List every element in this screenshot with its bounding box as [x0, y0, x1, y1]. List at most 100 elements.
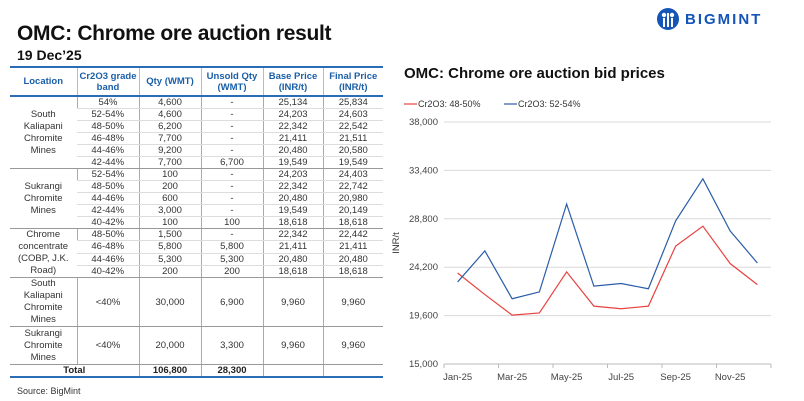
- table-cell: 22,342: [262, 180, 323, 193]
- table-cell: 21,411: [262, 132, 323, 145]
- table-cell: 54%: [76, 96, 139, 109]
- table-cell: -: [200, 192, 263, 205]
- table-row: 42-44% 7,700 6,700 19,549 19,549: [10, 156, 383, 169]
- table-cell: 200: [138, 265, 201, 279]
- table-cell: 20,149: [322, 204, 383, 217]
- total-qty: 106,800: [138, 364, 201, 378]
- table-cell: 24,603: [322, 108, 383, 121]
- location-cell: South Kaliapani Chromite Mines: [10, 277, 77, 327]
- table-cell: 46-48%: [77, 240, 139, 254]
- table-row: 48-50% 6,200-22,342 22,542: [10, 120, 383, 133]
- legend-label: Cr2O3: 48-50%: [418, 99, 481, 109]
- table-cell: -: [200, 96, 263, 109]
- table-row: 46-48% 5,800 5,800 21,411 21,411: [10, 240, 383, 254]
- table-header: Location Cr2O3 grade band Qty (WMT) Unso…: [10, 66, 383, 97]
- table-cell: -: [200, 144, 263, 157]
- table-cell: 44-46%: [77, 253, 139, 266]
- x-tick-label: Sep-25: [660, 372, 691, 383]
- table-cell: 52-54%: [77, 108, 139, 121]
- chart-title: OMC: Chrome ore auction bid prices: [404, 65, 665, 82]
- table-cell: 1,500: [138, 228, 201, 242]
- table-cell: 48-50%: [77, 180, 139, 193]
- col-grade: Cr2O3 grade band: [76, 66, 139, 97]
- table-cell: 18,618: [262, 216, 323, 229]
- table-row: 48-50% 200-22,342 22,742: [10, 180, 383, 193]
- table-cell: 44-46%: [77, 144, 139, 157]
- y-axis-label: INR/t: [391, 232, 402, 254]
- location-cell: Sukrangi Chromite Mines: [10, 168, 77, 229]
- location-cell: South Kaliapani Chromite Mines: [10, 96, 77, 169]
- total-label: Total: [10, 364, 139, 378]
- table-cell: <40%: [76, 326, 139, 365]
- table-cell: 24,203: [262, 108, 323, 121]
- table-cell: 20,000: [138, 326, 201, 365]
- table-row: 44-46% 600-20,480 20,980: [10, 192, 383, 205]
- table-row: 44-46% 9,200-20,480 20,580: [10, 144, 383, 157]
- table-cell: 100: [138, 168, 201, 181]
- table-row: South Kaliapani Chromite Mines 54% 4,600-2…: [10, 96, 383, 169]
- y-tick-label: 19,600: [409, 311, 438, 322]
- empty: [322, 364, 383, 378]
- col-unsold: Unsold Qty (WMT): [200, 66, 263, 97]
- x-tick-label: Jul-25: [608, 372, 634, 383]
- table-cell: 21,411: [322, 240, 383, 254]
- table-cell: 5,800: [138, 240, 201, 254]
- bigmint-logo: BIGMINT: [656, 7, 762, 31]
- col-base-price: Base Price (INR/t): [262, 66, 323, 97]
- table-cell: 24,403: [322, 168, 383, 181]
- table-cell: 44-46%: [77, 192, 139, 205]
- table-cell: 200: [138, 180, 201, 193]
- location-cell: Chrome concentrate (COBP, J.K. Road): [10, 228, 77, 278]
- table-row: 42-44% 3,000-19,549 20,149: [10, 204, 383, 217]
- table-cell: 42-44%: [77, 204, 139, 217]
- table-cell: 7,700: [138, 132, 201, 145]
- y-tick-label: 24,200: [409, 262, 438, 273]
- table-cell: 9,960: [262, 326, 323, 365]
- table-cell: 22,542: [322, 120, 383, 133]
- table-cell: -: [200, 132, 263, 145]
- table-cell: 19,549: [262, 204, 323, 217]
- total-unsold: 28,300: [200, 364, 263, 378]
- table-cell: 22,342: [262, 120, 323, 133]
- col-location: Location: [10, 66, 77, 97]
- table-cell: -: [200, 204, 263, 217]
- bigmint-logo-icon: [657, 8, 679, 30]
- y-tick-label: 15,000: [409, 359, 438, 370]
- table-cell: 3,000: [138, 204, 201, 217]
- table-cell: 600: [138, 192, 201, 205]
- series-line-48-50: [457, 225, 758, 316]
- table-row: 52-54% 4,600-24,203 24,603: [10, 108, 383, 121]
- table-cell: 30,000: [138, 277, 201, 327]
- table-cell: 22,742: [322, 180, 383, 193]
- table-row: 40-42% 100 100 18,618 18,618: [10, 216, 383, 229]
- y-tick-label: 33,400: [409, 165, 438, 176]
- table-cell: 5,800: [200, 240, 263, 254]
- table-cell: 9,960: [262, 277, 323, 327]
- table-cell: 5,300: [200, 253, 263, 266]
- x-tick-label: Nov-25: [715, 372, 746, 383]
- table-cell: 6,200: [138, 120, 201, 133]
- table-cell: 48-50%: [76, 228, 139, 242]
- table-cell: 25,134: [262, 96, 323, 109]
- table-cell: -: [200, 228, 263, 242]
- table-cell: 21,411: [262, 240, 323, 254]
- table-cell: 20,480: [262, 144, 323, 157]
- table-cell: -: [200, 108, 263, 121]
- table-cell: -: [200, 120, 263, 133]
- location-cell: Sukrangi Chromite Mines: [10, 326, 77, 365]
- table-cell: 20,580: [322, 144, 383, 157]
- empty: [262, 364, 323, 378]
- table-cell: 18,618: [322, 265, 383, 279]
- table-cell: 7,700: [138, 156, 201, 169]
- table-cell: 19,549: [322, 156, 383, 169]
- table-cell: 46-48%: [77, 132, 139, 145]
- table-cell: 25,834: [322, 96, 383, 109]
- table-row: Chrome concentrate (COBP, J.K. Road) 48-5…: [10, 228, 383, 278]
- legend-label: Cr2O3: 52-54%: [518, 99, 581, 109]
- table-cell: 100: [138, 216, 201, 229]
- y-tick-label: 28,800: [409, 214, 438, 225]
- table-cell: 21,511: [322, 132, 383, 145]
- table-cell: 22,442: [322, 228, 383, 242]
- col-qty: Qty (WMT): [138, 66, 201, 97]
